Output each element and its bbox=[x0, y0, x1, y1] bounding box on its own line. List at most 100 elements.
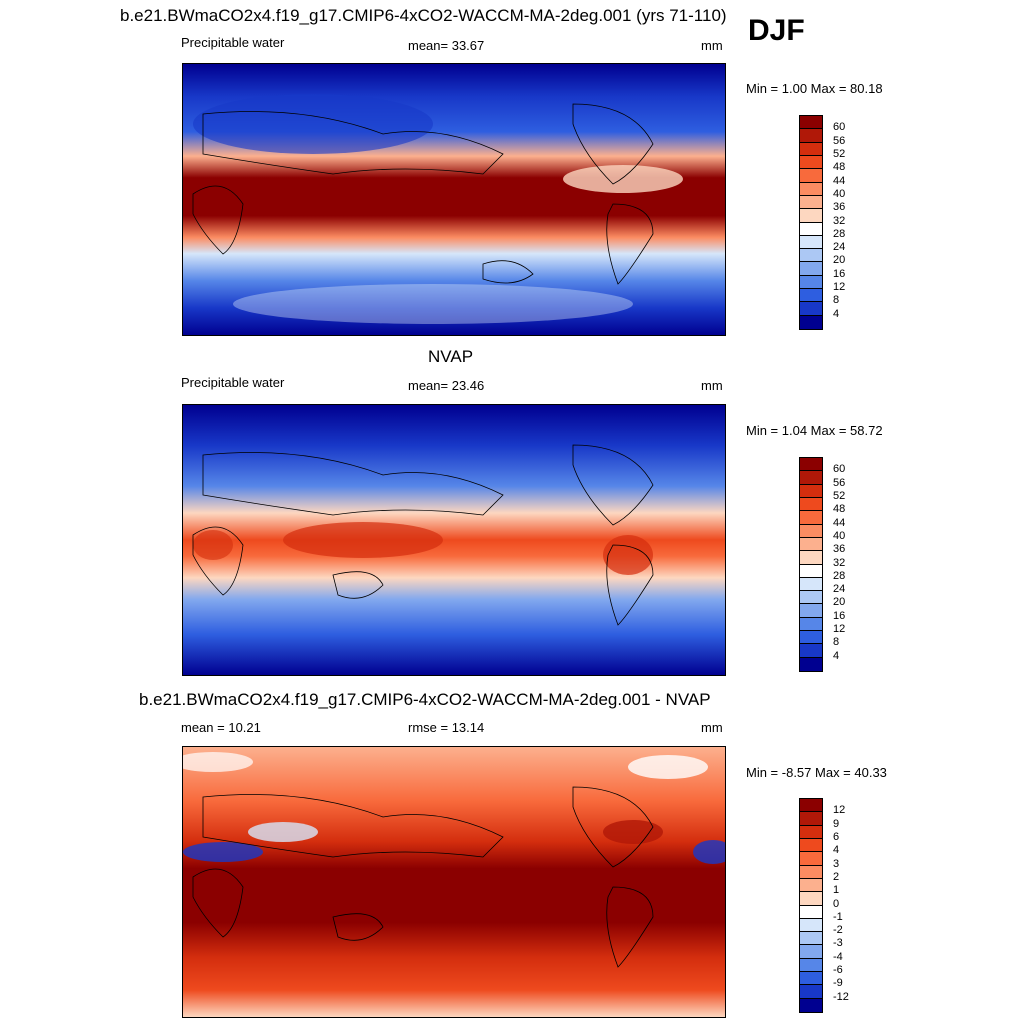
panel1-field bbox=[183, 64, 725, 335]
panel2-minmax: Min = 1.04 Max = 58.72 bbox=[746, 423, 883, 438]
colorbar-swatch bbox=[800, 825, 822, 839]
colorbar-level-label: 52 bbox=[833, 489, 846, 502]
colorbar-level-label: -2 bbox=[833, 924, 843, 937]
colorbar-level-label: 48 bbox=[833, 161, 846, 174]
colorbar-swatch bbox=[800, 604, 822, 618]
colorbar-swatch bbox=[800, 972, 822, 986]
panel3-rmse-label: rmse = 13.14 bbox=[408, 720, 485, 735]
season-label: DJF bbox=[748, 14, 805, 47]
panel2-mean-label: mean= 23.46 bbox=[408, 378, 485, 393]
colorbar-level-label: 12 bbox=[833, 804, 846, 817]
colorbar-swatch bbox=[800, 155, 822, 170]
colorbar-swatch bbox=[800, 275, 822, 290]
colorbar-level-label: 24 bbox=[833, 241, 846, 254]
colorbar-swatch bbox=[800, 458, 822, 472]
colorbar-level-label: -4 bbox=[833, 950, 843, 963]
colorbar-swatch bbox=[800, 892, 822, 906]
panel2-map bbox=[182, 404, 726, 676]
colorbar-swatch bbox=[800, 497, 822, 512]
panel1-minmax: Min = 1.00 Max = 80.18 bbox=[746, 81, 883, 96]
colorbar-level-label: 20 bbox=[833, 596, 846, 609]
colorbar-swatch bbox=[800, 799, 822, 813]
colorbar-level-label: 44 bbox=[833, 174, 846, 187]
colorbar-level-label: -6 bbox=[833, 964, 843, 977]
colorbar-level-label: -3 bbox=[833, 937, 843, 950]
colorbar-level-label: -12 bbox=[833, 990, 849, 1003]
colorbar-swatch bbox=[800, 631, 822, 645]
colorbar-swatch bbox=[800, 878, 822, 893]
colorbar-swatch bbox=[800, 142, 822, 156]
colorbar-swatch bbox=[800, 577, 822, 592]
colorbar-swatch bbox=[800, 644, 822, 658]
colorbar-swatch bbox=[800, 195, 822, 210]
colorbar-level-label: 16 bbox=[833, 267, 846, 280]
panel3-minmax: Min = -8.57 Max = 40.33 bbox=[746, 765, 887, 780]
colorbar-level-label: 40 bbox=[833, 529, 846, 542]
colorbar-level-label: 0 bbox=[833, 897, 840, 910]
colorbar-swatch bbox=[800, 958, 822, 973]
colorbar-swatch bbox=[800, 945, 822, 959]
colorbar-swatch bbox=[800, 617, 822, 632]
colorbar-level-label: 8 bbox=[833, 636, 840, 649]
colorbar-level-label: 12 bbox=[833, 623, 846, 636]
colorbar-swatch bbox=[800, 209, 822, 223]
panel3-map bbox=[182, 746, 726, 1018]
colorbar-level-label: 56 bbox=[833, 134, 846, 147]
panel1-colorbar bbox=[799, 115, 823, 330]
panel3-colorbar bbox=[799, 798, 823, 1013]
colorbar-swatch bbox=[800, 905, 822, 919]
colorbar-level-label: 60 bbox=[833, 121, 846, 134]
colorbar-level-label: 9 bbox=[833, 817, 840, 830]
colorbar-swatch bbox=[800, 551, 822, 565]
colorbar-swatch bbox=[800, 249, 822, 263]
colorbar-level-label: 60 bbox=[833, 463, 846, 476]
colorbar-swatch bbox=[800, 289, 822, 303]
colorbar-swatch bbox=[800, 524, 822, 538]
colorbar-swatch bbox=[800, 998, 822, 1012]
colorbar-level-label: 4 bbox=[833, 307, 840, 320]
colorbar-swatch bbox=[800, 865, 822, 879]
panel2-field bbox=[183, 405, 725, 675]
panel2-colorbar bbox=[799, 457, 823, 672]
colorbar-swatch bbox=[800, 564, 822, 578]
colorbar-swatch bbox=[800, 812, 822, 826]
colorbar-level-label: 56 bbox=[833, 476, 846, 489]
colorbar-swatch bbox=[800, 537, 822, 552]
panel3-field bbox=[183, 747, 725, 1017]
colorbar-swatch bbox=[800, 235, 822, 250]
colorbar-level-label: -1 bbox=[833, 910, 843, 923]
colorbar-swatch bbox=[800, 129, 822, 143]
colorbar-level-label: -9 bbox=[833, 977, 843, 990]
colorbar-level-label: 6 bbox=[833, 830, 840, 843]
panel1-units-label: mm bbox=[701, 38, 723, 53]
panel1-map bbox=[182, 63, 726, 336]
colorbar-swatch bbox=[800, 182, 822, 196]
colorbar-level-label: 40 bbox=[833, 187, 846, 200]
colorbar-level-label: 52 bbox=[833, 147, 846, 160]
colorbar-swatch bbox=[800, 302, 822, 316]
colorbar-level-label: 3 bbox=[833, 857, 840, 870]
colorbar-level-label: 28 bbox=[833, 569, 846, 582]
colorbar-swatch bbox=[800, 852, 822, 866]
colorbar-level-label: 20 bbox=[833, 254, 846, 267]
colorbar-level-label: 1 bbox=[833, 884, 840, 897]
colorbar-level-label: 36 bbox=[833, 543, 846, 556]
colorbar-swatch bbox=[800, 918, 822, 933]
colorbar-level-label: 12 bbox=[833, 281, 846, 294]
colorbar-swatch bbox=[800, 169, 822, 183]
colorbar-level-label: 44 bbox=[833, 516, 846, 529]
panel3-mean-label: mean = 10.21 bbox=[181, 720, 261, 735]
figure-title: b.e21.BWmaCO2x4.f19_g17.CMIP6-4xCO2-WACC… bbox=[120, 6, 727, 25]
colorbar-level-label: 8 bbox=[833, 294, 840, 307]
colorbar-level-label: 28 bbox=[833, 227, 846, 240]
colorbar-swatch bbox=[800, 932, 822, 946]
colorbar-swatch bbox=[800, 838, 822, 853]
colorbar-swatch bbox=[800, 511, 822, 525]
colorbar-level-label: 36 bbox=[833, 201, 846, 214]
colorbar-level-label: 32 bbox=[833, 556, 846, 569]
colorbar-swatch bbox=[800, 985, 822, 999]
colorbar-level-label: 32 bbox=[833, 214, 846, 227]
panel1-mean-label: mean= 33.67 bbox=[408, 38, 485, 53]
panel1-variable-label: Precipitable water bbox=[181, 35, 285, 50]
colorbar-swatch bbox=[800, 591, 822, 605]
